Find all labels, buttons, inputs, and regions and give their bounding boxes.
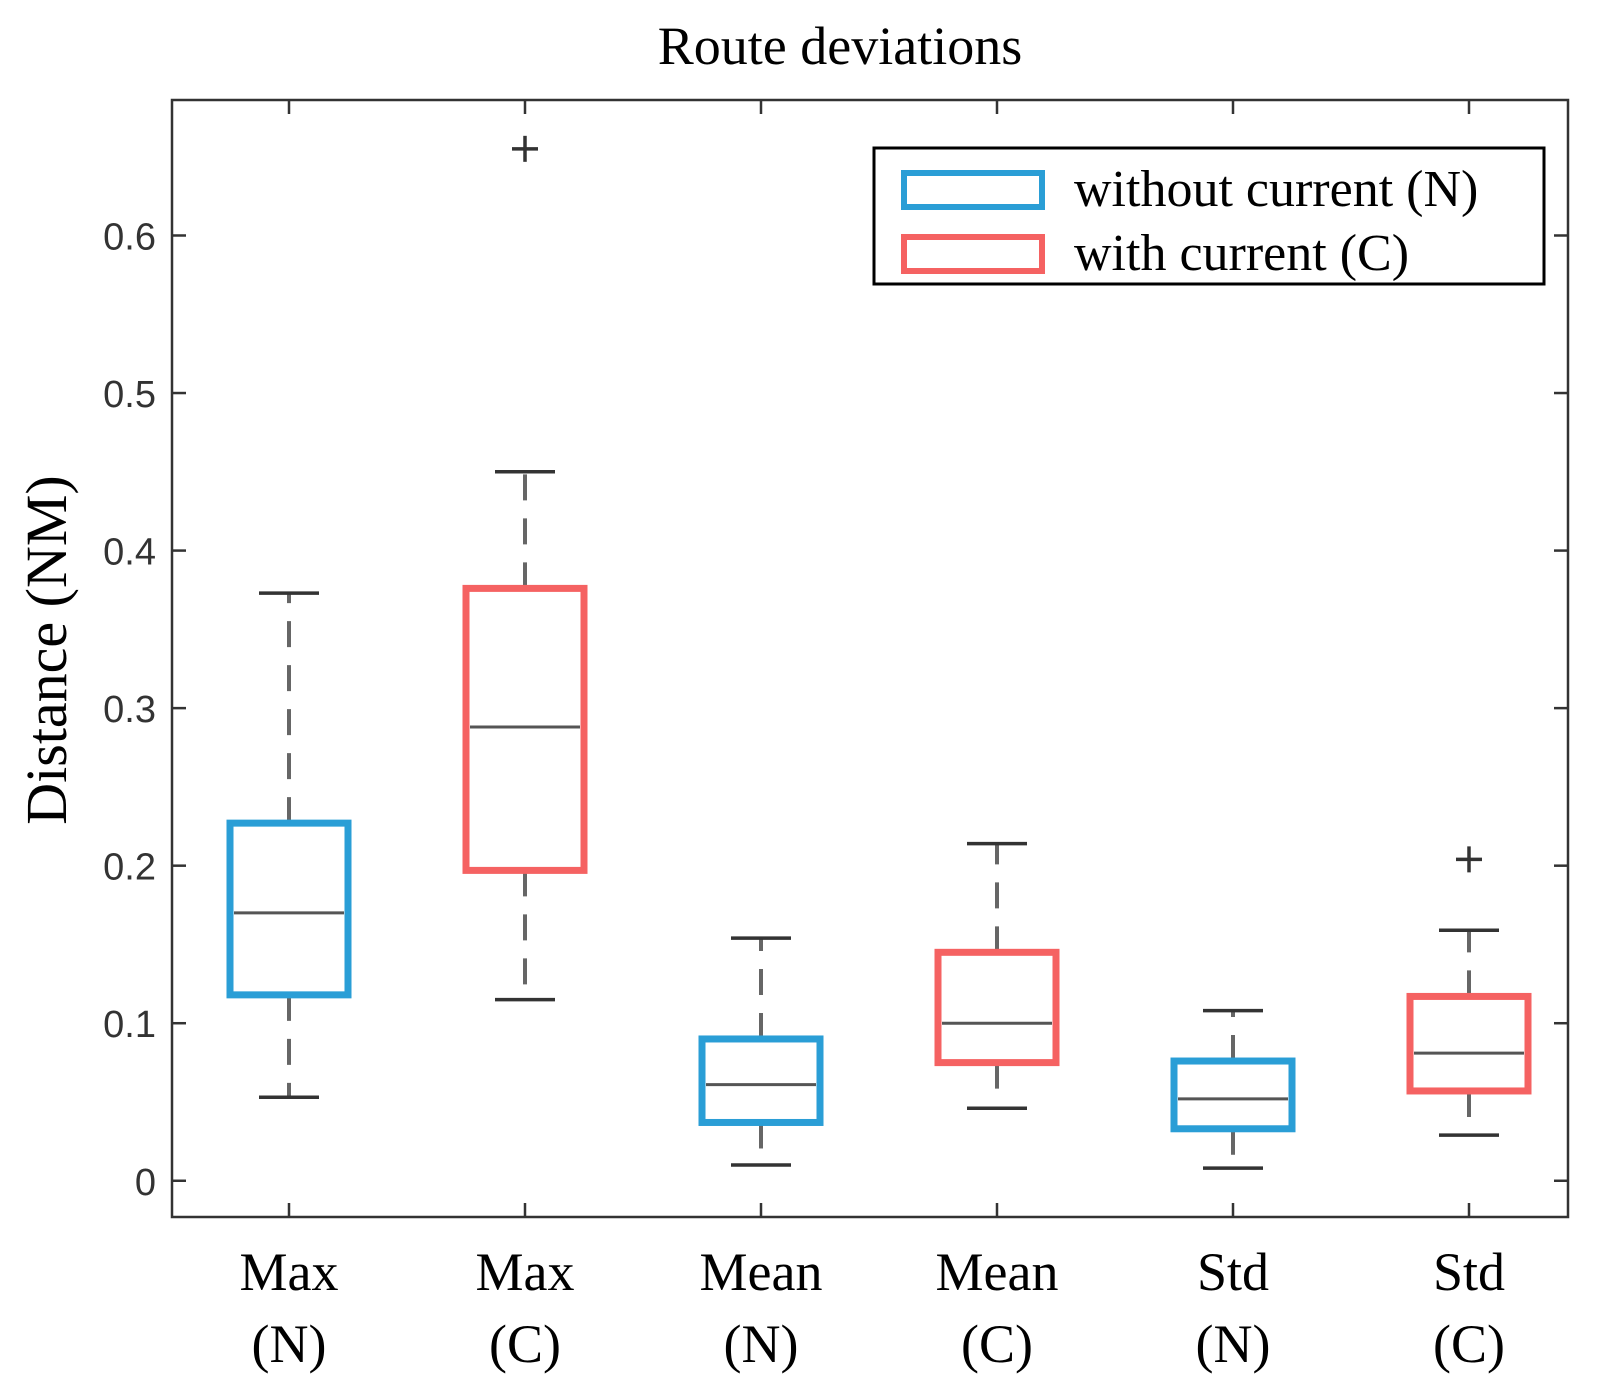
box-iqr [934,948,1060,1067]
x-tick-label-top: Mean [936,1242,1059,1302]
x-tick-label-bottom: (N) [1196,1314,1271,1374]
x-tick-label-top: Max [240,1242,339,1302]
box-iqr [1170,1057,1296,1133]
box-iqr [226,819,352,999]
y-tick-label: 0.2 [103,847,156,889]
x-tick-label-top: Std [1433,1242,1505,1302]
axes-layer: 0 0.1 0.2 0.3 0.4 0.5 0.6 Max (N) Max (C) Mean (N) Me… [103,98,1570,1374]
x-tick-label-bottom: (C) [961,1314,1033,1374]
legend-swatch [901,170,1045,210]
y-tick-label: 0.5 [103,374,156,416]
y-tick-label: 0.3 [103,689,156,731]
legend-label: with current (C) [1074,225,1409,282]
legend-label: without current (N) [1074,161,1478,218]
box-group [226,591,352,1100]
chart-title: Route deviations [658,16,1022,76]
box-group [934,841,1060,1111]
y-tick-label: 0.6 [103,216,156,258]
boxes-layer [226,135,1532,1170]
box-group [1170,1008,1296,1170]
box-group [698,936,824,1167]
x-tick-label-top: Std [1197,1242,1269,1302]
y-axis-label: Distance (NM) [14,475,79,825]
box-iqr [462,584,588,874]
legend: without current (N) with current (C) [872,146,1546,286]
x-tick-label-top: Max [476,1242,575,1302]
box-group [1406,846,1532,1137]
y-tick-label: 0 [135,1162,156,1204]
x-tick-label-top: Mean [700,1242,823,1302]
plot-frame [170,98,1570,1219]
y-tick-label: 0.4 [103,532,156,574]
box-iqr [698,1035,824,1126]
x-tick-label-bottom: (C) [1433,1314,1505,1374]
x-tick-label-bottom: (N) [724,1314,799,1374]
x-tick-label-bottom: (C) [489,1314,561,1374]
legend-swatch [901,234,1045,274]
x-tick-label-bottom: (N) [252,1314,327,1374]
box-iqr [1406,992,1532,1095]
box-group [462,135,588,1002]
y-tick-label: 0.1 [103,1004,156,1046]
